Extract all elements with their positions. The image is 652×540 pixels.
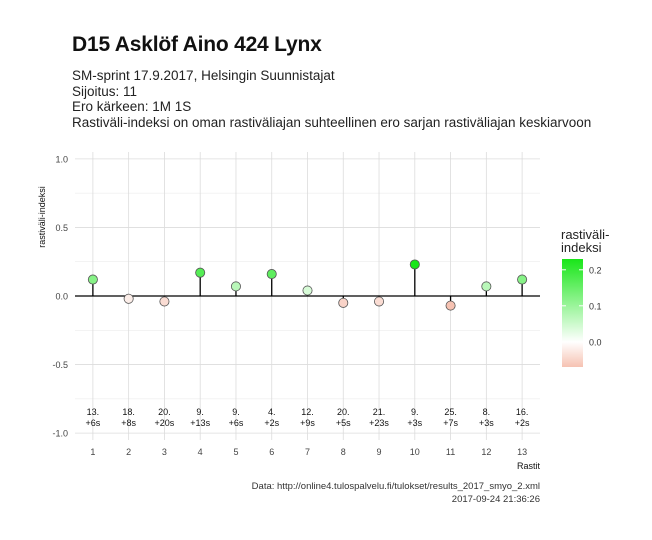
y-tick-label: 1.0: [55, 154, 68, 164]
x-axis-label: Rastit: [517, 461, 541, 471]
data-label-diff: +3s: [407, 418, 422, 428]
subtitle-line-description: Rastiväli-indeksi on oman rastiväliajan …: [72, 114, 592, 130]
caption-timestamp: 2017-09-24 21:36:26: [451, 494, 540, 505]
x-tick-label: 13: [517, 447, 527, 457]
legend-title-line-1: rastiväli-: [561, 227, 610, 242]
data-label-diff: +5s: [336, 418, 351, 428]
data-label-diff: +3s: [479, 418, 494, 428]
x-tick-label: 5: [233, 447, 238, 457]
data-point: [159, 296, 170, 307]
data-point: [517, 274, 528, 285]
x-tick-label: 12: [481, 447, 491, 457]
subtitle-line-event: SM-sprint 17.9.2017, Helsingin Suunnista…: [72, 68, 335, 83]
data-label-rank: 20.: [337, 407, 350, 417]
data-point: [409, 259, 420, 270]
data-label-rank: 4.: [268, 407, 276, 417]
legend-title: rastiväli- indeksi: [561, 228, 609, 254]
data-point: [374, 296, 385, 307]
data-label-diff: +6s: [86, 418, 101, 428]
data-point: [195, 267, 206, 278]
x-tick-label: 3: [162, 447, 167, 457]
x-tick-label: 6: [269, 447, 274, 457]
data-label-rank: 16.: [516, 407, 529, 417]
data-point: [230, 281, 241, 292]
legend-title-line-2: indeksi: [561, 240, 602, 255]
data-label-rank: 12.: [301, 407, 314, 417]
data-label-diff: +2s: [264, 418, 279, 428]
data-point: [87, 274, 98, 285]
data-label-diff: +20s: [155, 418, 175, 428]
data-point: [302, 285, 313, 296]
x-tick-label: 11: [446, 447, 455, 457]
legend-tick-label: 0.0: [589, 337, 602, 347]
data-point: [481, 281, 492, 292]
x-tick-label: 7: [305, 447, 310, 457]
data-label-rank: 9.: [232, 407, 240, 417]
data-label-diff: +23s: [369, 418, 389, 428]
x-tick-label: 9: [377, 447, 382, 457]
caption-source: Data: http://online4.tulospalvelu.fi/tul…: [251, 481, 540, 492]
data-label-rank: 9.: [196, 407, 204, 417]
y-tick-label: -1.0: [52, 429, 68, 439]
y-tick-label: -0.5: [52, 360, 68, 370]
x-tick-label: 4: [198, 447, 203, 457]
data-label-diff: +6s: [229, 418, 244, 428]
data-point: [123, 293, 134, 304]
data-label-diff: +8s: [121, 418, 136, 428]
y-tick-label: 0.0: [55, 292, 68, 302]
data-label-rank: 25.: [444, 407, 457, 417]
data-label-diff: +7s: [443, 418, 458, 428]
data-label-rank: 13.: [87, 407, 100, 417]
data-label-rank: 21.: [373, 407, 386, 417]
data-label-rank: 9.: [411, 407, 419, 417]
legend-colorbar: [562, 259, 583, 367]
legend-tick-label: 0.1: [589, 301, 602, 311]
x-tick-label: 8: [341, 447, 346, 457]
data-label-diff: +9s: [300, 418, 315, 428]
chart-subtitle: SM-sprint 17.9.2017, Helsingin Suunnista…: [72, 68, 591, 130]
data-label-diff: +2s: [515, 418, 530, 428]
subtitle-line-rank: Sijoitus: 11: [72, 83, 138, 99]
x-tick-label: 1: [90, 447, 95, 457]
y-axis-label: rastiväli-indeksi: [37, 186, 47, 248]
chart-title: D15 Asklöf Aino 424 Lynx: [72, 33, 322, 56]
data-point: [338, 297, 349, 308]
data-label-diff: +13s: [190, 418, 210, 428]
legend-tick-label: 0.2: [589, 265, 602, 275]
y-tick-label: 0.5: [55, 223, 68, 233]
data-point: [445, 300, 456, 311]
data-label-rank: 18.: [122, 407, 135, 417]
subtitle-line-gap: Ero kärkeen: 1M 1S: [72, 99, 192, 114]
data-point: [266, 269, 277, 280]
x-tick-label: 10: [410, 447, 420, 457]
x-tick-label: 2: [126, 447, 131, 457]
data-label-rank: 8.: [483, 407, 491, 417]
data-label-rank: 20.: [158, 407, 171, 417]
